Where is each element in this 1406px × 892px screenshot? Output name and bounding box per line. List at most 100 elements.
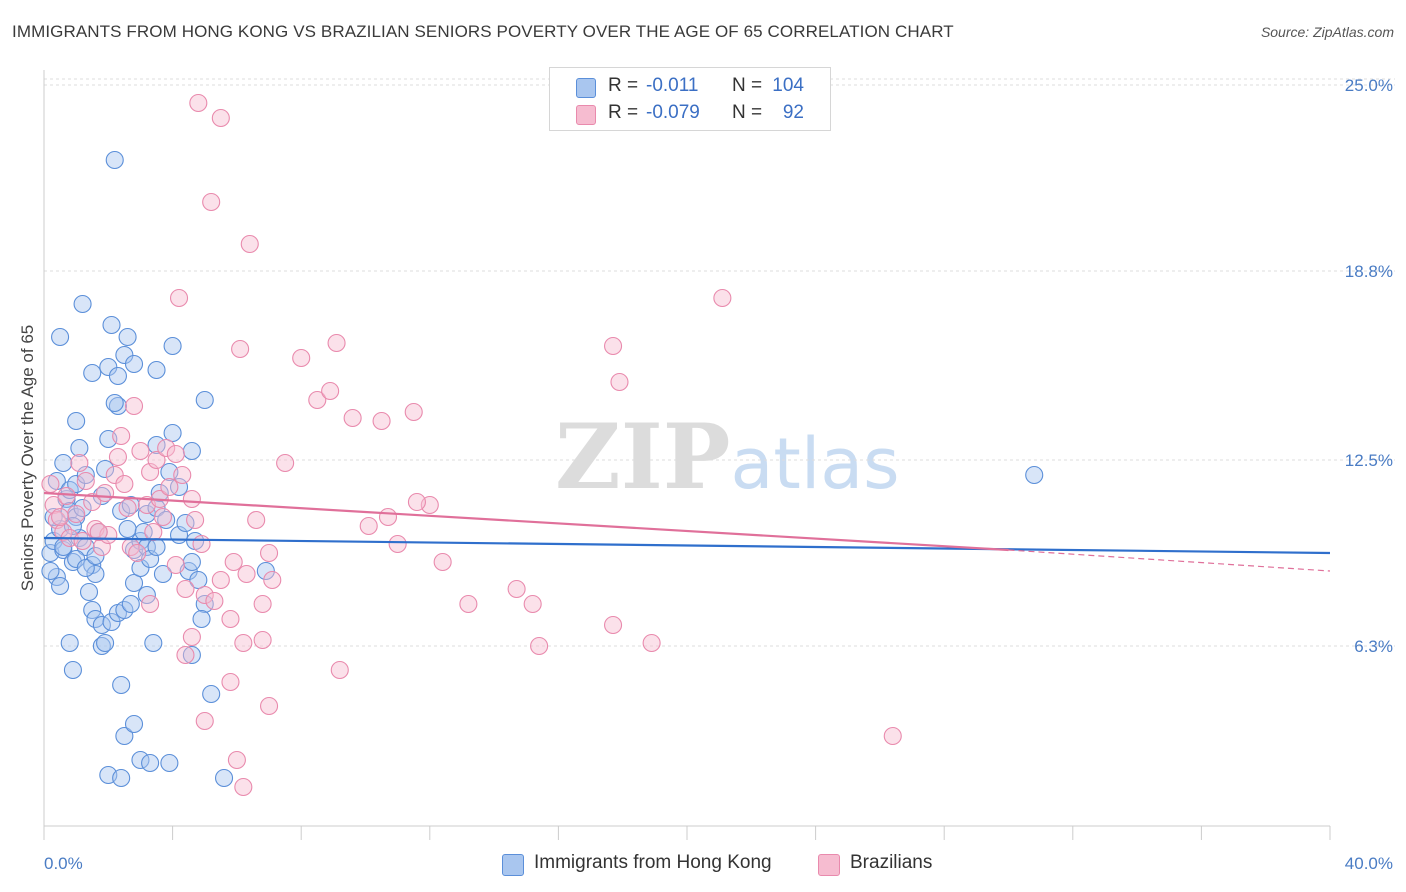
pink-data-point [112, 426, 131, 446]
blue-data-point [73, 294, 92, 314]
blue-data-point [76, 558, 95, 578]
series-label: Brazilians [850, 852, 933, 873]
pink-data-point [211, 570, 230, 590]
pink-data-point [160, 477, 179, 497]
chart-title: IMMIGRANTS FROM HONG KONG VS BRAZILIAN S… [12, 22, 954, 41]
pink-data-point [327, 333, 346, 353]
pink-data-point [234, 777, 253, 797]
x-tick-label: 40.0% [1345, 854, 1393, 873]
y-tick-label: 18.8% [1345, 262, 1393, 281]
legend-r-value: -0.079 [646, 102, 700, 123]
pink-data-point [276, 453, 295, 473]
pink-data-point [105, 465, 124, 485]
pink-data-point [166, 555, 185, 575]
legend-r-value: -0.011 [646, 75, 699, 96]
series-swatch-blue [502, 854, 524, 876]
pink-data-point [407, 492, 426, 512]
source-credit: Source: ZipAtlas.com [1260, 24, 1394, 40]
blue-data-point [124, 714, 144, 734]
pink-data-point [227, 750, 246, 770]
pink-data-point [157, 438, 176, 458]
blue-data-point [96, 633, 115, 653]
watermark-zip: ZIP [555, 404, 731, 510]
legend-n-value: 92 [782, 102, 804, 123]
blue-data-point [150, 483, 169, 503]
pink-data-point [128, 543, 147, 563]
blue-data-point [86, 564, 105, 584]
pink-data-point [169, 288, 189, 308]
blue-data-point [160, 753, 179, 773]
pink-data-point [404, 402, 423, 422]
series-swatch-pink [818, 854, 840, 876]
pink-data-point [247, 510, 266, 530]
pink-data-point [147, 450, 166, 470]
blue-data-point [105, 393, 124, 413]
blue-data-point [157, 510, 176, 530]
pink-data-point [263, 570, 282, 590]
pink-data-point [221, 672, 240, 692]
pink-data-point [604, 336, 623, 356]
pink-data-point [202, 192, 221, 212]
pink-data-point [610, 372, 629, 392]
blue-data-point [131, 558, 150, 578]
blue-data-point [115, 726, 134, 746]
legend-n-value: 104 [772, 75, 804, 96]
pink-data-point [108, 447, 127, 467]
blue-data-point [70, 438, 89, 458]
blue-data-point [63, 660, 82, 680]
pink-data-point [205, 591, 224, 611]
pink-data-point [523, 594, 542, 614]
blue-data-point [182, 552, 201, 572]
blue-data-point [163, 423, 182, 443]
blue-data-point [189, 570, 208, 590]
axis-layer [43, 70, 1331, 840]
blue-data-point [124, 573, 144, 593]
blue-data-point [60, 633, 79, 653]
blue-data-point [96, 459, 115, 479]
blue-data-point [51, 327, 70, 347]
legend-swatch-pink [576, 105, 596, 125]
blue-data-point [115, 345, 134, 365]
pink-data-point [221, 609, 240, 629]
blue-data-point [147, 360, 166, 380]
blue-data-point [67, 411, 86, 431]
pink-data-point [76, 471, 95, 491]
pink-data-point [211, 108, 230, 128]
points-layer [41, 93, 1044, 797]
pink-data-point [713, 288, 732, 308]
series-label: Immigrants from Hong Kong [534, 852, 772, 873]
blue-data-point [144, 633, 163, 653]
pink-data-point [231, 339, 250, 359]
pink-data-point [195, 711, 214, 731]
blue-trend-line [43, 536, 1331, 555]
pink-data-point [292, 348, 311, 368]
blue-data-point [121, 594, 140, 614]
blue-data-point [192, 609, 211, 629]
pink-data-point [131, 441, 150, 461]
pink-data-point [67, 504, 86, 524]
y-tick-label: 25.0% [1345, 76, 1393, 95]
pink-data-point [57, 486, 76, 506]
grid-layer [44, 78, 1395, 647]
pink-data-point [308, 390, 327, 410]
blue-data-point [256, 561, 275, 581]
pink-trend-extension [1008, 549, 1331, 572]
pink-data-point [459, 594, 478, 614]
blue-data-point [153, 564, 173, 584]
blue-data-point [112, 675, 131, 695]
pink-data-point [70, 453, 89, 473]
pink-data-point [253, 630, 272, 650]
pink-data-point [259, 696, 279, 716]
blue-data-point [105, 150, 124, 170]
pink-data-point [259, 543, 279, 563]
pink-data-point [118, 498, 137, 518]
blue-data-point [67, 549, 86, 569]
y-axis-label: Seniors Poverty Over the Age of 65 [18, 325, 37, 591]
pink-data-point [173, 465, 192, 485]
blue-data-point [79, 582, 99, 602]
blue-data-point [108, 366, 127, 386]
pink-data-point [89, 522, 108, 542]
pink-data-point [321, 381, 340, 401]
pink-data-point [144, 522, 163, 542]
